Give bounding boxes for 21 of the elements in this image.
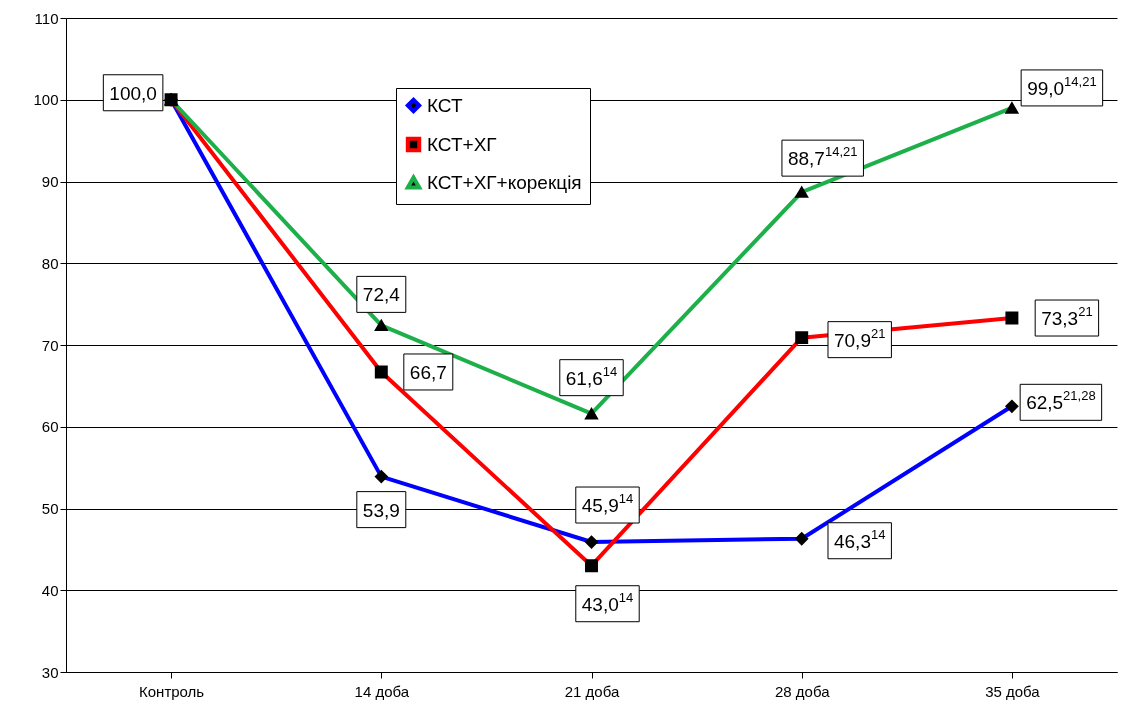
y-tick-label: 40 bbox=[41, 581, 59, 599]
x-tick-label: 21 доба bbox=[564, 682, 620, 700]
y-tick-label: 110 bbox=[34, 9, 59, 27]
y-tick-label: 60 bbox=[41, 418, 59, 436]
y-tick-label: 100 bbox=[33, 91, 59, 109]
y-tick-label: 30 bbox=[41, 663, 59, 681]
x-tick-label: 14 доба bbox=[354, 682, 410, 700]
legend-label: КСТ+ХГ bbox=[427, 133, 497, 155]
data-label: 66,7 bbox=[409, 361, 447, 383]
x-tick-label: 35 доба bbox=[985, 682, 1041, 700]
data-label: 53,9 bbox=[362, 499, 400, 521]
x-tick-label: Контроль bbox=[139, 682, 205, 700]
y-tick-label: 80 bbox=[41, 254, 59, 272]
legend-label: КСТ bbox=[427, 94, 463, 116]
y-tick-label: 50 bbox=[41, 500, 59, 517]
data-label: 72,4 bbox=[362, 284, 401, 306]
legend-label: КСТ+ХГ+корекція bbox=[427, 171, 582, 193]
y-tick-label: 90 bbox=[41, 173, 59, 190]
x-tick-label: 28 доба bbox=[774, 682, 831, 700]
y-tick-label: 70 bbox=[41, 336, 59, 354]
data-label: 100,0 bbox=[109, 82, 157, 104]
